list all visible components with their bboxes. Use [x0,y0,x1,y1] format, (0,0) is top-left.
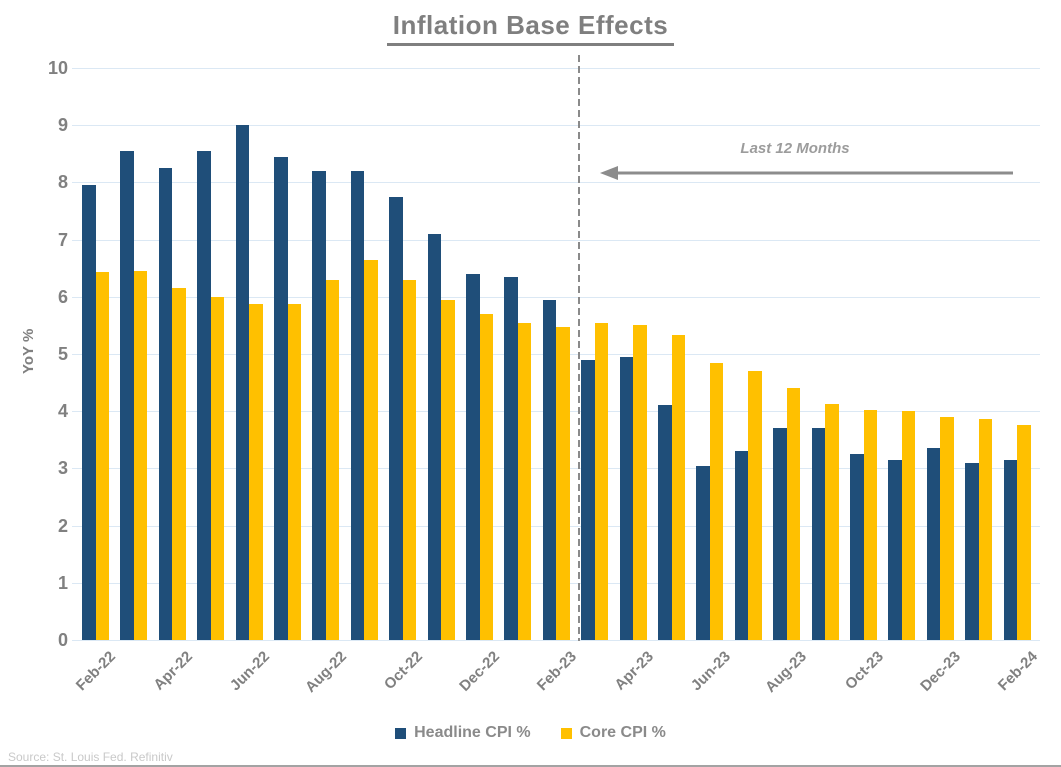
y-axis-tick [72,640,80,641]
y-axis-tick [72,125,80,127]
y-axis-tick-label: 9 [57,115,68,136]
y-axis-tick-label: 7 [57,229,68,250]
core-cpi-bar-Dec-23 [940,416,954,640]
y-axis-tick [72,354,80,355]
core-cpi-bar-Oct-22 [402,279,417,640]
headline-cpi-bar-Sep-22 [350,170,365,640]
headline-cpi-bar-May-22 [197,150,211,640]
x-axis-line [80,640,1040,641]
legend: Headline CPI % Core CPI % [0,724,1061,742]
headline-cpi-bar-Feb-24 [1003,459,1018,640]
headline-cpi-bar-Jan-23 [504,276,518,640]
core-cpi-bar-Mar-22 [133,271,148,640]
core-cpi-bar-Feb-23 [556,327,570,640]
core-cpi-bar-Oct-23 [863,410,877,640]
gridline [80,182,1040,184]
y-axis-tick-label: 2 [57,515,68,536]
core-cpi-bar-May-23 [671,335,685,640]
headline-cpi-bar-Jul-23 [734,451,749,640]
headline-cpi-bar-Dec-23 [926,448,941,640]
headline-cpi-bar-Feb-23 [542,299,557,640]
headline-cpi-bar-Feb-22 [82,185,96,640]
core-cpi-bar-Sep-22 [364,259,378,640]
core-cpi-bar-Sep-23 [825,403,839,640]
core-cpi-bar-Apr-22 [172,288,186,640]
y-axis-tick-label: 0 [57,630,68,650]
headline-cpi-legend-label: Headline CPI % [414,724,531,741]
headline-cpi-bar-Jan-24 [965,462,979,640]
headline-cpi-bar-Mar-22 [120,150,134,640]
legend-entry-headline: Headline CPI % [395,724,531,742]
core-cpi-bar-Aug-22 [325,279,340,640]
source-note: Source: St. Louis Fed. Refinitiv [8,750,173,764]
core-cpi-bar-Jun-22 [249,303,263,640]
headline-cpi-bar-Oct-23 [850,454,864,640]
y-axis-tick [72,68,80,69]
last-12-months-divider-line [578,55,580,641]
y-axis-tick [72,582,80,584]
y-axis-tick-label: 1 [57,572,68,593]
core-cpi-bar-Jul-22 [287,303,301,640]
core-cpi-bar-Mar-23 [594,322,609,640]
headline-cpi-bar-Mar-23 [581,359,595,640]
y-axis-tick-label: 4 [57,401,68,422]
gridline [80,239,1040,241]
left-arrow-icon [600,166,1013,180]
headline-cpi-bar-Oct-22 [389,196,403,640]
chart-title: Inflation Base Effects [386,10,675,46]
headline-cpi-bar-Nov-22 [427,233,442,640]
last-12-months-label: Last 12 Months [740,140,850,157]
core-cpi-bar-Jul-23 [748,371,762,640]
headline-cpi-bar-Apr-23 [619,356,634,640]
core-cpi-bar-May-22 [210,296,225,640]
headline-cpi-bar-Jun-22 [235,125,250,640]
y-axis-tick-label: 5 [57,344,68,364]
bottom-border-line [0,765,1061,767]
core-cpi-bar-Jan-24 [978,419,993,640]
core-cpi-bar-Aug-23 [786,388,801,640]
core-cpi-bar-Nov-22 [441,299,455,640]
gridline [80,296,1040,298]
headline-cpi-bar-Sep-23 [811,428,826,640]
y-axis-tick-label: 6 [57,286,68,307]
headline-cpi-bar-Apr-22 [158,168,173,640]
headline-cpi-bar-Aug-22 [312,170,326,640]
gridline [80,125,1040,127]
headline-cpi-bar-Nov-23 [888,459,902,640]
core-cpi-bar-Jun-23 [709,362,724,640]
headline-cpi-bar-May-23 [658,405,672,640]
y-axis-tick-label: 3 [57,458,68,479]
y-axis-tick-label: 10 [47,58,68,78]
core-cpi-bar-Feb-24 [1017,424,1031,640]
core-cpi-bar-Apr-23 [633,325,647,640]
y-axis-tick [72,182,80,184]
y-axis-tick [72,296,80,298]
core-cpi-bar-Dec-22 [479,313,493,640]
title-area: Inflation Base Effects [0,10,1061,46]
gridline [80,68,1040,69]
plot-area [80,68,1040,641]
y-axis-tick [72,239,80,241]
y-axis-tick-label: 8 [57,172,68,193]
y-axis-tick [72,468,80,470]
core-cpi-legend-label: Core CPI % [579,724,666,741]
legend-entry-core: Core CPI % [560,724,666,742]
core-cpi-bar-Nov-23 [901,411,916,640]
y-axis-tick [72,525,80,527]
headline-cpi-swatch-icon [395,727,407,739]
core-cpi-bar-Jan-23 [517,322,532,640]
headline-cpi-bar-Jul-22 [274,156,288,640]
headline-cpi-bar-Dec-22 [466,273,480,640]
core-cpi-bar-Feb-22 [95,272,109,640]
core-cpi-swatch-icon [560,727,572,739]
y-axis-tick [72,411,80,413]
headline-cpi-bar-Jun-23 [696,465,710,640]
headline-cpi-bar-Aug-23 [773,428,787,640]
